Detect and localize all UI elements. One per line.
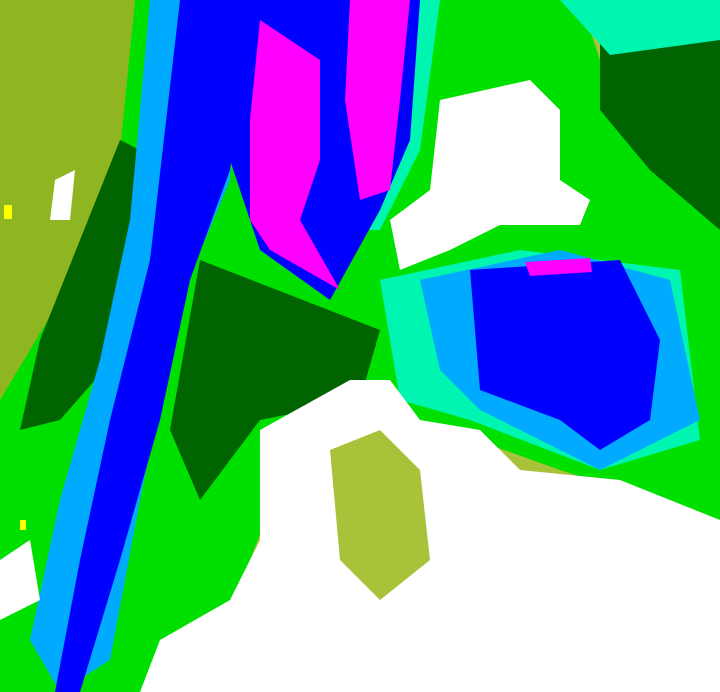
region-blue-east <box>470 260 660 450</box>
region-dark-green-west <box>20 140 160 430</box>
region-magenta-east <box>525 258 592 276</box>
region-light-olive-south <box>330 430 430 600</box>
region-white-south <box>140 380 720 692</box>
region-yellow-speck <box>20 520 26 530</box>
region-white-southwest <box>0 540 40 620</box>
region-magenta-north-right <box>345 0 410 200</box>
region-dark-green-ne <box>600 30 720 230</box>
region-magenta-north-left <box>250 20 340 290</box>
region-aquamarine-ne <box>560 0 720 55</box>
region-white-west-patch <box>50 170 75 220</box>
region-dark-green-center <box>170 260 380 500</box>
region-white-north-cloud <box>390 80 590 270</box>
region-yellow-speck <box>4 205 12 219</box>
region-blue-west <box>55 0 250 692</box>
